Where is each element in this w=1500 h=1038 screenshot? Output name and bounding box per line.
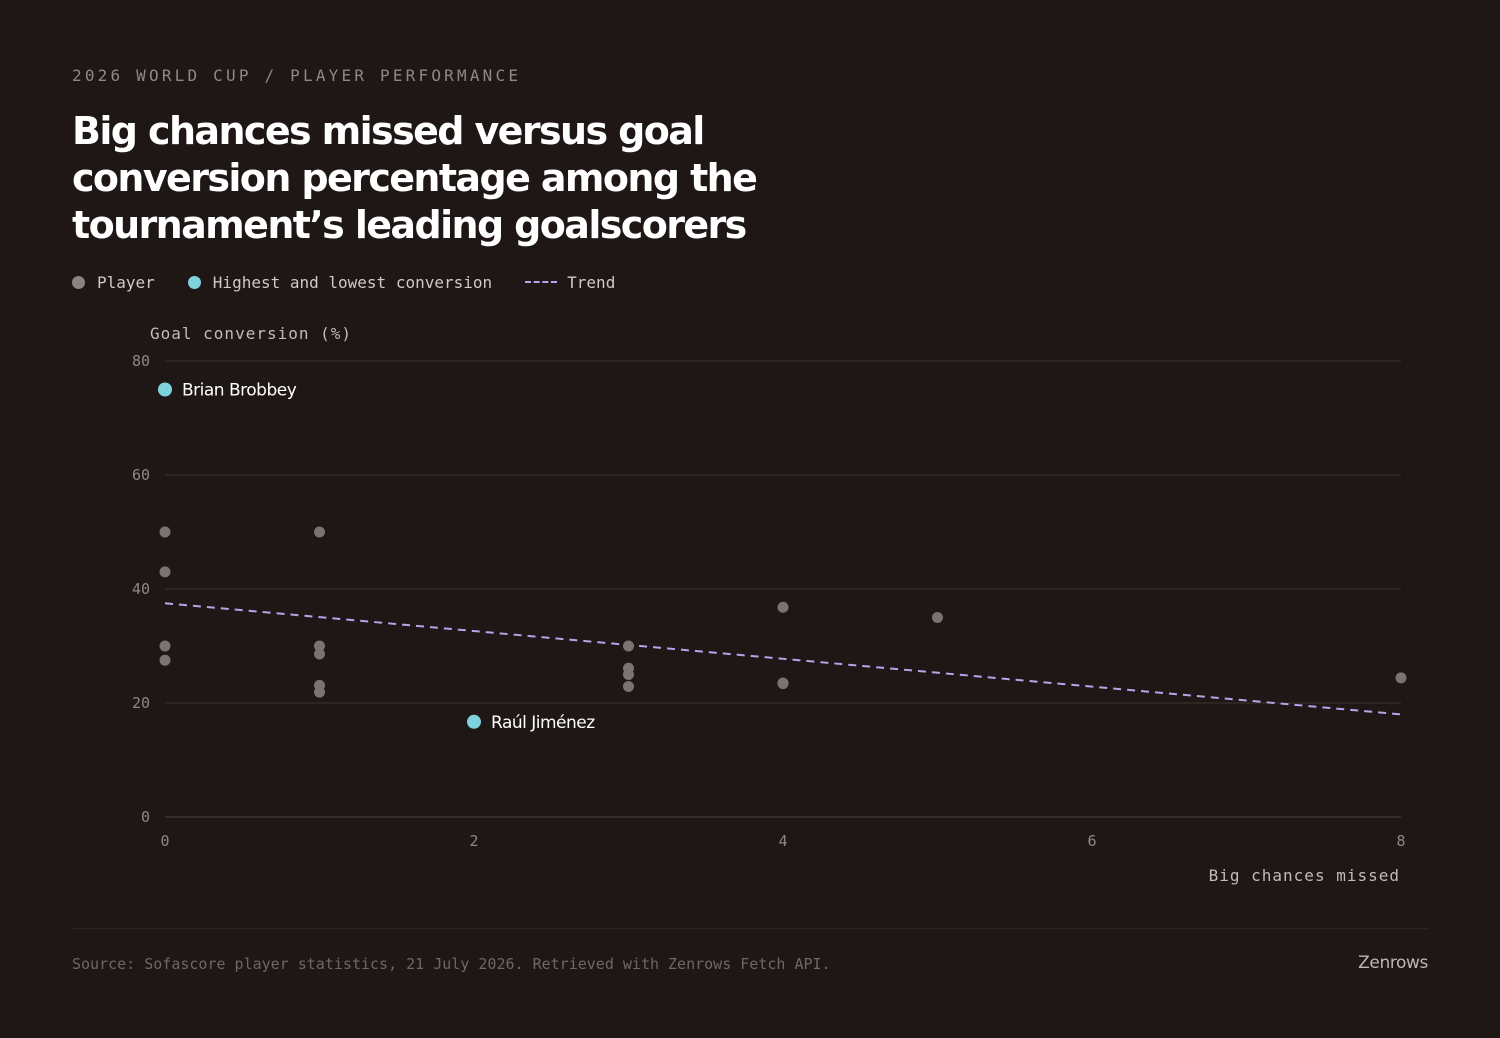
point-layer — [158, 382, 1407, 729]
legend-highlight-dot-icon — [187, 275, 201, 289]
y-axis-title: Goal conversion (%) — [150, 324, 352, 343]
player-point — [159, 526, 171, 538]
point-labels: Brian Brobbey Raúl Jiménez — [182, 381, 596, 733]
player-point — [1395, 672, 1407, 684]
highlight-point-label: Raúl Jiménez — [491, 713, 595, 733]
highlight-point-label: Brian Brobbey — [182, 381, 297, 401]
player-point — [159, 566, 171, 578]
x-tick-label: 0 — [160, 832, 169, 850]
player-point — [314, 640, 325, 652]
x-axis-title: Big chances missed — [1209, 866, 1400, 885]
player-point — [623, 669, 634, 680]
eyebrow-label: 2026 WORLD CUP / PLAYER PERFORMANCE — [72, 66, 522, 85]
player-point — [932, 612, 943, 623]
player-point — [623, 680, 634, 692]
source-note: Source: Sofascore player statistics, 21 … — [72, 955, 831, 973]
player-point — [314, 526, 325, 538]
y-tick-label: 80 — [132, 352, 150, 370]
legend-trend-label: Trend — [567, 272, 616, 292]
player-point — [159, 640, 171, 652]
y-tick-label: 60 — [132, 466, 150, 484]
highlight-point — [467, 714, 481, 729]
player-point — [777, 678, 789, 690]
x-tick-label: 8 — [1396, 832, 1405, 850]
legend-item-player: Player — [72, 273, 155, 292]
x-tick-label: 2 — [469, 832, 478, 850]
x-tick-label: 4 — [778, 832, 787, 850]
axis-ticks: 0 20 40 60 80 0 2 4 6 8 — [132, 352, 1406, 850]
legend-item-highlight: Highest and lowest conversion — [187, 272, 493, 292]
scatter-chart: Goal conversion (%) Big chances missed 0… — [132, 324, 1407, 885]
brand-logo: Zenrows — [1358, 953, 1428, 973]
trend-line — [164, 602, 1402, 716]
trend-layer — [164, 602, 1402, 716]
y-tick-label: 0 — [141, 808, 150, 826]
highlight-point — [158, 382, 172, 397]
legend-item-trend: Trend — [525, 273, 615, 292]
legend-player-label: Player — [97, 272, 155, 292]
player-point — [314, 686, 325, 698]
footer-divider — [72, 928, 1428, 929]
chart-legend: Player Highest and lowest conversion Tre… — [72, 271, 648, 293]
chart-title: Big chances missed versus goal conversio… — [72, 109, 758, 247]
x-tick-label: 6 — [1087, 832, 1096, 850]
player-point — [623, 640, 634, 652]
y-tick-label: 20 — [132, 694, 150, 712]
legend-player-dot-icon — [72, 275, 85, 289]
legend-highlight-label: Highest and lowest conversion — [212, 272, 493, 292]
player-point — [314, 648, 325, 660]
legend-trend-line-icon — [525, 281, 558, 283]
grid-lines — [165, 360, 1401, 818]
player-point — [159, 654, 171, 666]
y-tick-label: 40 — [132, 580, 150, 598]
player-point — [777, 601, 789, 613]
